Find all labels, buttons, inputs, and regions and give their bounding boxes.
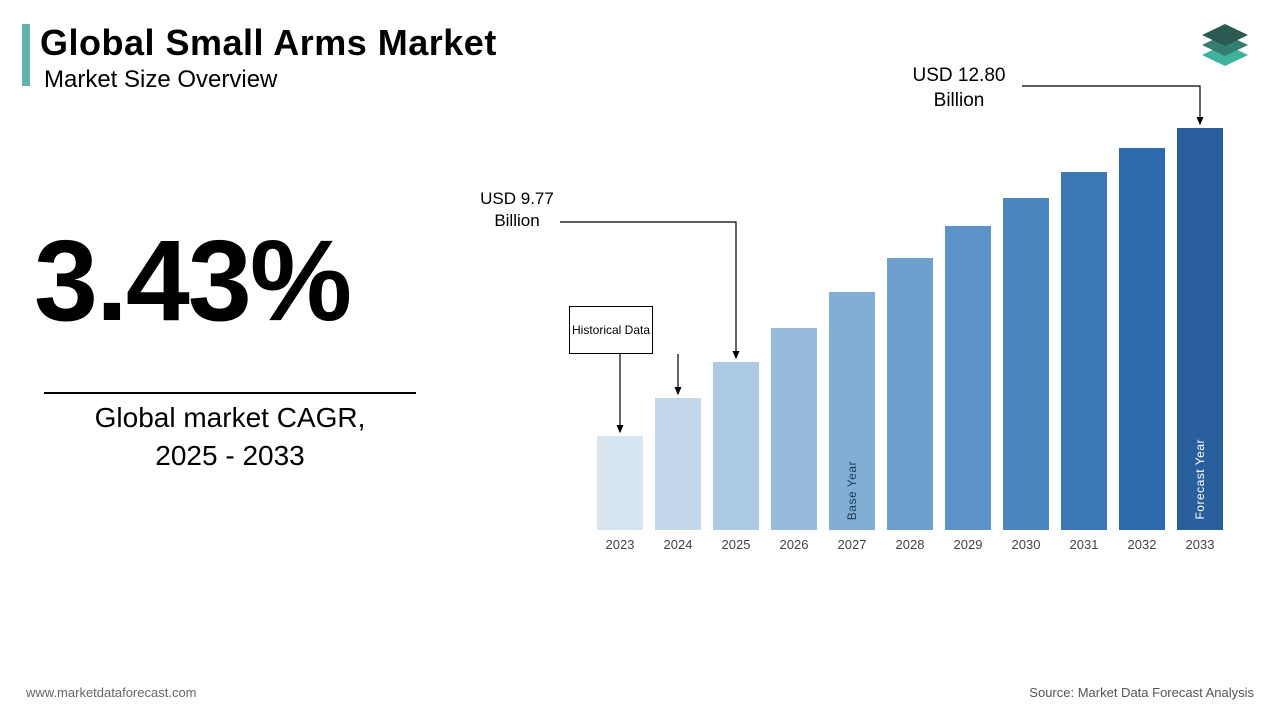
bar-rect <box>1119 148 1165 530</box>
callout-end-value: USD 12.80 Billion <box>894 64 1024 113</box>
forecast-year-label: Forecast Year <box>1193 439 1207 520</box>
cagr-caption-line1: Global market CAGR, <box>44 402 416 434</box>
bar-rect <box>887 258 933 530</box>
x-axis-label: 2033 <box>1172 537 1228 552</box>
bar-2032 <box>1119 148 1165 530</box>
bar-2026 <box>771 328 817 530</box>
cagr-value: 3.43% <box>34 215 350 347</box>
bar-rect <box>771 328 817 530</box>
brand-logo-icon <box>1196 14 1254 72</box>
bar-2024 <box>655 398 701 530</box>
bar-rect <box>1061 172 1107 530</box>
x-axis-label: 2024 <box>650 537 706 552</box>
bar-2023 <box>597 436 643 530</box>
bar-2028 <box>887 258 933 530</box>
x-axis-label: 2031 <box>1056 537 1112 552</box>
bar-2027: Base Year <box>829 292 875 530</box>
bar-2033: Forecast Year <box>1177 128 1223 530</box>
bar-rect <box>655 398 701 530</box>
cagr-caption-line2: 2025 - 2033 <box>44 440 416 472</box>
market-size-bar-chart: 2023202420252026Base Year202720282029203… <box>540 120 1260 560</box>
bar-rect <box>945 226 991 530</box>
bar-2029 <box>945 226 991 530</box>
bars-layer: 2023202420252026Base Year202720282029203… <box>540 120 1260 560</box>
x-axis-label: 2027 <box>824 537 880 552</box>
bar-rect <box>1003 198 1049 530</box>
x-axis-label: 2029 <box>940 537 996 552</box>
footer-website: www.marketdataforecast.com <box>26 685 197 700</box>
cagr-divider <box>44 392 416 394</box>
x-axis-label: 2028 <box>882 537 938 552</box>
page-root: Global Small Arms Market Market Size Ove… <box>0 0 1280 720</box>
bar-2030 <box>1003 198 1049 530</box>
bar-rect <box>597 436 643 530</box>
bar-2025 <box>713 362 759 530</box>
page-title: Global Small Arms Market <box>40 22 497 64</box>
x-axis-label: 2032 <box>1114 537 1170 552</box>
base-year-label: Base Year <box>845 461 859 520</box>
bar-rect <box>713 362 759 530</box>
page-subtitle: Market Size Overview <box>44 66 277 94</box>
footer-source: Source: Market Data Forecast Analysis <box>1029 685 1254 700</box>
x-axis-label: 2025 <box>708 537 764 552</box>
x-axis-label: 2030 <box>998 537 1054 552</box>
bar-2031 <box>1061 172 1107 530</box>
x-axis-label: 2023 <box>592 537 648 552</box>
x-axis-label: 2026 <box>766 537 822 552</box>
title-accent-bar <box>22 24 30 86</box>
